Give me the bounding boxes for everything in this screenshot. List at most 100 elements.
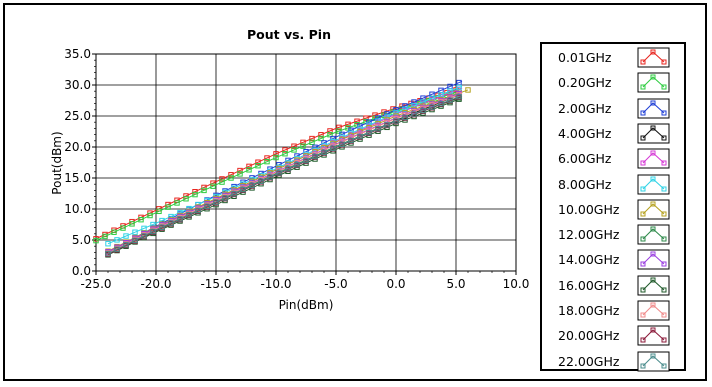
legend-label: 20.00GHz — [558, 328, 620, 344]
legend-swatch-frame — [637, 224, 670, 245]
data-point — [201, 187, 207, 194]
data-point — [192, 189, 198, 195]
legend-swatch-line — [642, 203, 665, 215]
data-point — [303, 157, 309, 164]
legend-item-20-00ghz: 20.00GHz — [542, 324, 684, 349]
data-point — [165, 204, 171, 210]
legend-swatch-line — [642, 278, 665, 291]
data-point — [192, 191, 198, 198]
legend-item-0-01ghz: 0.01GHz — [542, 46, 684, 71]
data-point — [429, 104, 435, 110]
legend-swatch-frame — [637, 275, 670, 296]
series-22-00ghz — [105, 93, 463, 257]
data-point — [186, 212, 192, 218]
tick-labels: -25.0 -20.0 -15.0 -10.0 -5.0 0.0 5.0 10.0 0.0 5.0… — [64, 47, 529, 291]
y-tick-label: 25.0 — [64, 109, 91, 123]
data-point — [273, 151, 279, 157]
legend-swatch — [637, 351, 670, 372]
legend-swatch-marker — [640, 261, 646, 267]
legend-swatch-line — [642, 253, 665, 265]
legend-swatch-marker — [661, 84, 667, 90]
data-point — [213, 199, 219, 205]
series-line — [107, 85, 463, 245]
data-point — [345, 121, 351, 128]
x-tick-label: -10.0 — [260, 277, 291, 291]
legend-label: 16.00GHz — [558, 277, 620, 293]
legend-swatch-frame — [637, 148, 670, 169]
data-point — [456, 93, 462, 100]
y-axis-label: Pout(dBm) — [50, 131, 64, 194]
data-point — [363, 115, 369, 121]
legend-swatch — [637, 275, 670, 296]
data-point — [336, 124, 342, 131]
data-point — [282, 147, 288, 153]
legend-swatch-marker — [661, 261, 667, 267]
legend-label: 8.00GHz — [558, 176, 612, 192]
data-point — [132, 237, 138, 244]
legend-swatch-line — [642, 101, 665, 113]
legend-swatch-marker — [661, 363, 667, 369]
legend-swatch-marker — [640, 236, 646, 242]
data-point — [102, 233, 108, 240]
legend-swatch-marker — [640, 186, 646, 191]
legend-swatch-marker — [640, 135, 646, 141]
legend-item-6-00ghz: 6.00GHz — [542, 147, 684, 172]
data-point — [294, 162, 300, 168]
data-point — [309, 139, 315, 145]
data-point — [318, 135, 324, 142]
data-point — [420, 107, 426, 114]
legend-swatch — [637, 300, 670, 321]
data-point — [384, 122, 390, 128]
data-point — [327, 128, 333, 134]
legend-swatch — [637, 148, 670, 169]
legend-swatch-frame — [637, 174, 670, 194]
data-point — [138, 216, 144, 223]
legend-item-14-00ghz: 14.00GHz — [542, 248, 684, 273]
x-tick-label: 5.0 — [446, 277, 465, 291]
legend-item-4-00ghz: 4.00GHz — [542, 122, 684, 147]
legend-swatch-line — [642, 51, 665, 63]
data-point — [273, 154, 279, 161]
legend-swatch-marker — [650, 226, 656, 232]
legend-label: 0.20GHz — [558, 75, 612, 91]
legend-swatch-marker — [661, 160, 667, 166]
legend-swatch-marker — [650, 251, 656, 257]
legend-swatch-line — [642, 76, 665, 88]
legend-label: 2.00GHz — [558, 100, 612, 116]
legend-swatch — [637, 174, 670, 194]
data-point — [402, 106, 408, 112]
legend-swatch-line — [642, 127, 665, 139]
data-point — [219, 176, 225, 182]
data-point — [366, 129, 372, 136]
data-point — [300, 139, 306, 146]
legend-swatch-frame — [637, 123, 670, 144]
data-point — [201, 184, 207, 191]
legend-swatch — [637, 123, 670, 144]
data-point — [183, 193, 189, 199]
legend-swatch — [637, 47, 670, 68]
x-tick-label: 10.0 — [503, 277, 530, 291]
data-point — [174, 200, 180, 206]
legend-swatch-frame — [637, 325, 670, 346]
data-point — [264, 155, 270, 161]
y-tick-label: 0.0 — [72, 264, 91, 278]
axis-ticks — [92, 53, 517, 275]
legend-swatch-marker — [640, 211, 646, 217]
data-point — [231, 191, 237, 197]
x-tick-label: -15.0 — [200, 277, 231, 291]
legend-item-10-00ghz: 10.00GHz — [542, 198, 684, 223]
x-tick-label: -25.0 — [80, 277, 111, 291]
data-point — [123, 233, 129, 239]
legend-item-18-00ghz: 18.00GHz — [542, 299, 684, 324]
data-point — [354, 122, 360, 128]
data-point — [438, 100, 444, 107]
data-point — [258, 178, 264, 184]
legend-item-0-20ghz: 0.20GHz — [542, 71, 684, 96]
data-point — [393, 110, 399, 116]
legend-label: 22.00GHz — [558, 353, 620, 369]
legend-swatch-marker — [661, 236, 667, 242]
legend-swatch — [637, 224, 670, 245]
data-point — [411, 111, 417, 117]
data-point — [330, 145, 336, 152]
series-line — [107, 95, 463, 255]
